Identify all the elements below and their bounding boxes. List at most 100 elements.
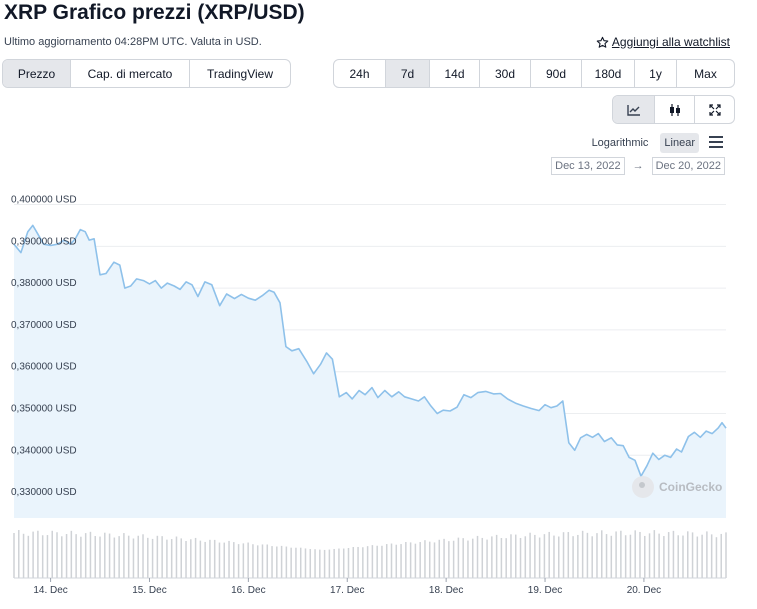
volume-bar [323, 549, 326, 578]
volume-bar [151, 538, 154, 578]
range-180d[interactable]: 180d [582, 60, 635, 87]
range-1y[interactable]: 1y [635, 60, 677, 87]
volume-bar [620, 530, 622, 578]
volume-bar [314, 549, 316, 578]
volume-bar [486, 539, 488, 578]
chart-type-tabs [612, 95, 735, 124]
range-max[interactable]: Max [694, 66, 717, 81]
volume-bar [710, 534, 713, 578]
volume-bar [204, 541, 206, 578]
volume-bar [309, 549, 312, 578]
volume-bar [84, 533, 87, 578]
candlestick-icon [669, 103, 680, 116]
volume-bar [524, 536, 527, 578]
date-to-field[interactable]: Dec 20, 2022 [651, 157, 725, 175]
date-from-field[interactable]: Dec 13, 2022 [551, 157, 625, 175]
volume-bar [362, 547, 364, 578]
volume-bar [706, 531, 708, 578]
volume-bar [471, 538, 474, 578]
volume-bar [228, 540, 230, 578]
volume-bar [615, 531, 617, 578]
volume-bar [562, 532, 565, 578]
volume-bar [457, 537, 460, 578]
y-tick-label: 0,370000 USD [11, 320, 77, 331]
date-range: Dec 13, 2022 → Dec 20, 2022 [551, 157, 725, 175]
volume-bar [543, 534, 546, 578]
scale-linear[interactable]: Linear [660, 133, 699, 153]
volume-bar [218, 542, 221, 578]
volume-bar [280, 545, 283, 578]
y-tick-label: 0,350000 USD [11, 404, 77, 415]
tab-market-cap[interactable]: Cap. di mercato [71, 60, 190, 87]
range-90d[interactable]: 90d [531, 60, 582, 87]
volume-bar [424, 540, 426, 578]
volume-bar [634, 530, 636, 578]
volume-bar [548, 531, 550, 578]
volume-bar [37, 530, 39, 578]
volume-bar [414, 543, 417, 578]
candlestick-button[interactable] [655, 96, 695, 123]
tab-tradingview[interactable]: TradingView [206, 66, 274, 81]
volume-bar [237, 544, 240, 578]
volume-bar [572, 536, 574, 578]
scale-logarithmic[interactable]: Logarithmic [591, 137, 649, 149]
range-24h[interactable]: 24h [334, 60, 386, 87]
hamburger-menu-icon[interactable] [708, 135, 724, 149]
volume-bar [247, 542, 249, 578]
volume-bar [639, 531, 641, 578]
volume-bar [534, 534, 536, 578]
volume-bar [653, 530, 656, 578]
volume-bar [624, 535, 627, 578]
volume-bar [495, 534, 498, 578]
price-chart[interactable]: 0,330000 USD 0,340000 USD 0,350000 USD 0,36… [0, 180, 757, 609]
y-tick-label: 0,400000 USD [11, 195, 77, 206]
volume-bar [175, 536, 178, 578]
x-axis-labels: 14. Dec 15. Dec 16. Dec 17. Dec 18. Dec 19. D… [14, 577, 726, 596]
volume-bar [687, 531, 689, 578]
range-14d[interactable]: 14d [430, 60, 480, 87]
volume-bar [94, 536, 96, 578]
volume-bar [601, 530, 603, 578]
volume-bar [304, 548, 307, 578]
volume-bar [428, 541, 431, 578]
volume-bar [32, 531, 34, 578]
volume-bar [514, 534, 517, 578]
volume-bar [443, 538, 445, 578]
volume-bar [118, 536, 120, 578]
fullscreen-button[interactable] [695, 96, 734, 123]
volume-bar [108, 533, 111, 578]
expand-icon [708, 103, 721, 116]
volume-bar [438, 539, 441, 578]
volume-bar [161, 536, 163, 578]
line-chart-button[interactable] [613, 96, 655, 123]
add-to-watchlist-link[interactable]: Aggiungi alla watchlist [596, 35, 730, 49]
volume-bar [715, 537, 718, 578]
volume-bar [70, 530, 73, 578]
volume-bar [13, 533, 15, 578]
volume-bar [61, 536, 63, 578]
x-tick-label: 15. Dec [132, 585, 166, 596]
volume-bar [519, 537, 522, 578]
x-tick-label: 18. Dec [429, 585, 463, 596]
volume-bar [452, 540, 455, 578]
volume-bar [376, 545, 378, 578]
volume-bar [467, 540, 469, 578]
volume-bar [381, 545, 383, 578]
volume-bar [357, 546, 359, 578]
volume-bar [385, 544, 388, 578]
volume-bar [80, 536, 82, 578]
watchlist-label: Aggiungi alla watchlist [611, 35, 730, 49]
volume-bar [682, 535, 684, 578]
volume-bar [166, 539, 168, 578]
range-7d[interactable]: 7d [386, 60, 430, 87]
range-30d[interactable]: 30d [480, 60, 531, 87]
volume-bar [596, 533, 598, 578]
volume-bar [271, 546, 273, 578]
view-tabs: Prezzo Cap. di mercato TradingView [2, 59, 291, 88]
star-icon [596, 36, 609, 48]
tab-price[interactable]: Prezzo [3, 60, 71, 87]
date-arrow: → [632, 160, 644, 172]
volume-bar [677, 535, 679, 578]
volume-bar [395, 544, 398, 578]
volume-bar [433, 542, 436, 578]
